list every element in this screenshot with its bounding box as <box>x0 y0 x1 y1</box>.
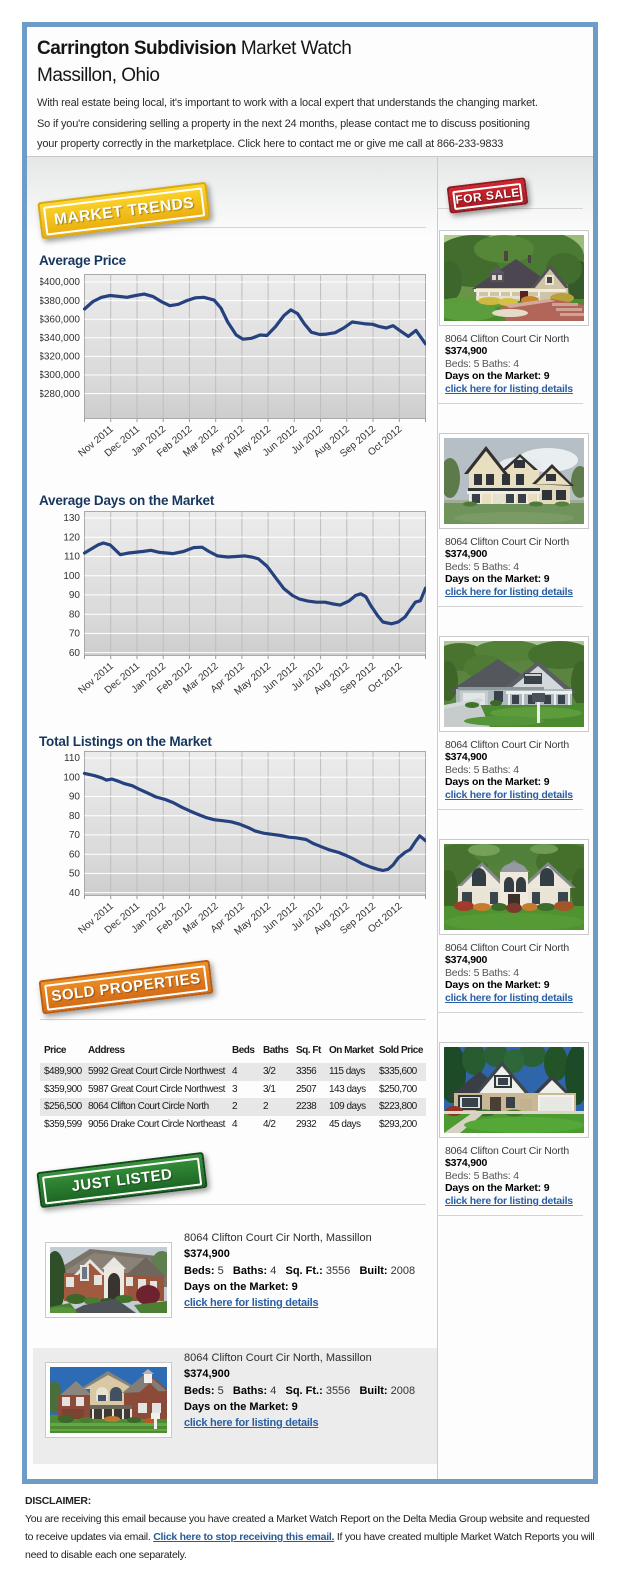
svg-text:110: 110 <box>64 753 80 764</box>
svg-text:80: 80 <box>69 609 81 620</box>
svg-text:$340,000: $340,000 <box>40 333 80 344</box>
svg-text:70: 70 <box>69 629 81 640</box>
svg-text:60: 60 <box>69 648 81 659</box>
svg-text:110: 110 <box>64 552 80 563</box>
svg-text:$300,000: $300,000 <box>40 370 80 381</box>
svg-text:$380,000: $380,000 <box>40 296 80 307</box>
svg-text:$320,000: $320,000 <box>40 352 80 363</box>
svg-text:90: 90 <box>69 792 81 803</box>
svg-text:$280,000: $280,000 <box>40 389 80 400</box>
svg-text:50: 50 <box>69 869 81 880</box>
svg-text:130: 130 <box>63 513 80 524</box>
svg-text:80: 80 <box>69 811 81 822</box>
svg-text:70: 70 <box>69 830 81 841</box>
svg-text:$400,000: $400,000 <box>40 277 80 288</box>
svg-text:100: 100 <box>63 571 80 582</box>
svg-text:60: 60 <box>69 849 81 860</box>
svg-text:100: 100 <box>63 772 80 783</box>
svg-text:90: 90 <box>69 590 81 601</box>
svg-text:$360,000: $360,000 <box>40 314 80 325</box>
svg-text:40: 40 <box>69 888 81 899</box>
svg-text:120: 120 <box>63 532 80 543</box>
